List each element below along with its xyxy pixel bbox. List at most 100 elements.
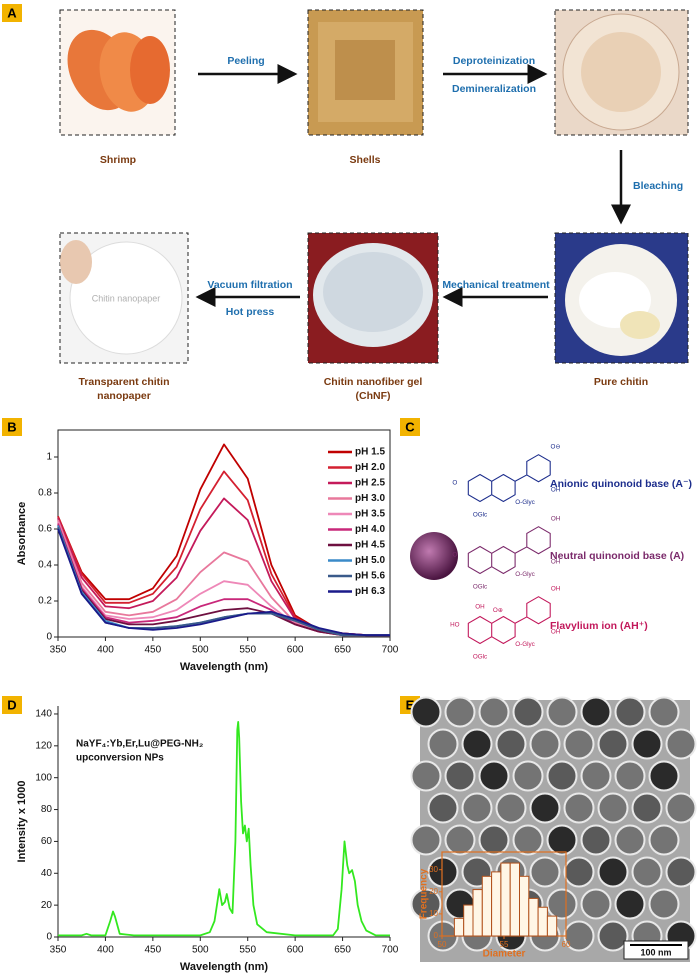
species-name: Anionic quinonoid base (A⁻) bbox=[550, 478, 692, 490]
particle bbox=[444, 824, 476, 856]
legend-label: pH 3.5 bbox=[355, 509, 385, 520]
y-tick-label: 0.2 bbox=[38, 596, 52, 607]
image-text: Chitin nanopaper bbox=[92, 293, 161, 303]
species-name: Flavylium ion (AH⁺) bbox=[550, 620, 648, 632]
x-axis-title: Diameter bbox=[483, 949, 526, 960]
y-tick-label: 1 bbox=[46, 452, 52, 463]
particle bbox=[648, 888, 680, 920]
line-series bbox=[57, 528, 390, 637]
substituent: O-Glyc bbox=[515, 499, 535, 506]
x-tick-label: 550 bbox=[239, 645, 256, 656]
substituent: HO bbox=[450, 621, 460, 628]
y-axis-title: Absorbance bbox=[16, 502, 28, 566]
substituent: O⊕ bbox=[493, 607, 503, 614]
arrow-label: Mechanical treatment bbox=[442, 279, 550, 291]
photo-shrimp bbox=[59, 9, 176, 136]
substituent: OGlc bbox=[473, 654, 487, 661]
plot-frame bbox=[57, 429, 391, 638]
panel-label: B bbox=[7, 419, 16, 434]
histogram-bar bbox=[519, 875, 530, 937]
x-tick-label: 350 bbox=[50, 645, 67, 656]
particle bbox=[495, 792, 527, 824]
photo-shells bbox=[307, 9, 424, 136]
molecule-skeleton bbox=[467, 526, 551, 575]
histogram-bar bbox=[472, 889, 483, 937]
particle bbox=[546, 696, 578, 728]
particle bbox=[546, 760, 578, 792]
arrow-label: Demineralization bbox=[452, 83, 536, 95]
histogram-bar bbox=[491, 871, 502, 937]
particle bbox=[512, 824, 544, 856]
x-tick-label: 450 bbox=[145, 645, 162, 656]
particle bbox=[580, 824, 612, 856]
substituent: OGlc bbox=[473, 584, 487, 591]
substituent: OH bbox=[551, 628, 561, 635]
particle bbox=[665, 792, 697, 824]
photo-pure-chitin bbox=[554, 232, 689, 364]
legend-label: pH 5.6 bbox=[355, 571, 385, 582]
species-name: Neutral quinonoid base (A) bbox=[550, 550, 684, 562]
particle bbox=[648, 824, 680, 856]
y-tick-label: 0 bbox=[434, 931, 439, 940]
particle bbox=[444, 696, 476, 728]
y-tick-label: 10 bbox=[429, 909, 438, 918]
x-tick-label: 650 bbox=[334, 645, 351, 656]
particle bbox=[563, 728, 595, 760]
panel-label: C bbox=[405, 419, 415, 434]
particle bbox=[614, 760, 646, 792]
legend-label: pH 2.0 bbox=[355, 462, 385, 473]
annotation: NaYF₄:Yb,Er,Lu@PEG-NH₂ bbox=[76, 739, 203, 750]
substituent: O⊖ bbox=[551, 443, 561, 450]
particle bbox=[597, 856, 629, 888]
y-tick-label: 0.8 bbox=[38, 488, 52, 499]
caption: Pure chitin bbox=[594, 376, 648, 388]
photo-nanopaper bbox=[59, 232, 189, 364]
scale-bar-label: 100 nm bbox=[640, 947, 671, 957]
x-tick-label: 55 bbox=[500, 940, 509, 949]
histogram-bar bbox=[463, 904, 474, 937]
particle bbox=[410, 696, 442, 728]
substituent: OH bbox=[551, 585, 561, 592]
particle bbox=[427, 728, 459, 760]
y-axis-title: Intensity x 1000 bbox=[16, 781, 28, 863]
substituent: O-Glyc bbox=[515, 571, 535, 578]
x-tick-label: 500 bbox=[192, 645, 209, 656]
molecule-skeleton bbox=[467, 454, 551, 503]
y-tick-label: 30 bbox=[429, 865, 438, 874]
y-tick-label: 40 bbox=[41, 868, 53, 879]
molecule: O OGlc O-Glyc OH OH bbox=[452, 515, 560, 590]
caption: nanopaper bbox=[97, 390, 151, 402]
histogram-bar bbox=[537, 906, 548, 937]
line-series bbox=[58, 721, 390, 937]
substituent: OGlc bbox=[473, 512, 487, 519]
arrow-label: Peeling bbox=[227, 55, 264, 67]
histogram-bar bbox=[528, 897, 539, 937]
particle bbox=[410, 824, 442, 856]
x-tick-label: 700 bbox=[382, 645, 399, 656]
particle bbox=[614, 696, 646, 728]
particle bbox=[614, 824, 646, 856]
particle bbox=[512, 760, 544, 792]
x-tick-label: 600 bbox=[287, 645, 304, 656]
particle bbox=[461, 792, 493, 824]
particle bbox=[614, 888, 646, 920]
particle bbox=[648, 760, 680, 792]
caption: (ChNF) bbox=[356, 390, 391, 402]
x-tick-label: 700 bbox=[382, 945, 399, 956]
substituent: OH bbox=[475, 603, 485, 610]
y-tick-label: 20 bbox=[41, 900, 53, 911]
x-tick-label: 350 bbox=[50, 945, 67, 956]
particle bbox=[478, 696, 510, 728]
x-tick-label: 450 bbox=[145, 945, 162, 956]
particle bbox=[427, 856, 459, 888]
y-tick-label: 100 bbox=[35, 772, 52, 783]
caption: Chitin nanofiber gel bbox=[324, 376, 423, 388]
photo-bleached bbox=[554, 9, 689, 136]
y-axis-title: Frequency bbox=[419, 868, 430, 919]
particle bbox=[546, 824, 578, 856]
substituent: O-Glyc bbox=[515, 641, 535, 648]
y-tick-label: 0.6 bbox=[38, 524, 52, 535]
molecule: HO OGlc O-Glyc OH OH OH O⊕ bbox=[450, 585, 561, 660]
x-tick-label: 600 bbox=[287, 945, 304, 956]
